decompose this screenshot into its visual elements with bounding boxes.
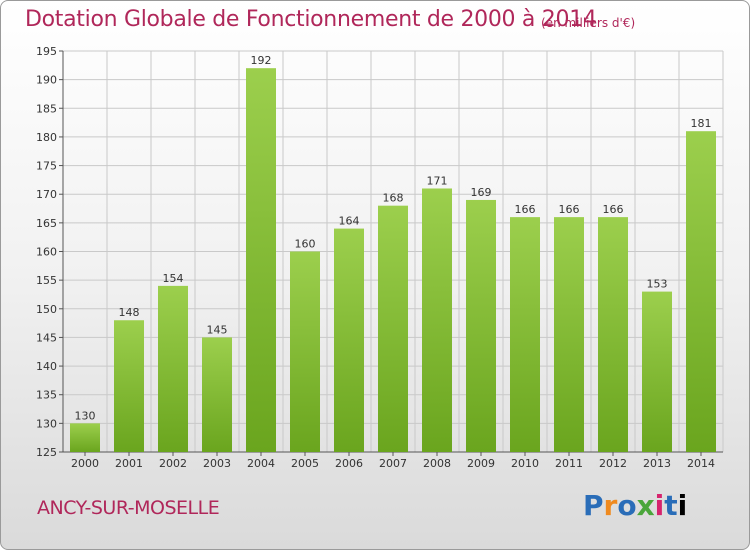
x-tick-label-2001: 2001: [115, 457, 143, 470]
y-tick-label: 185: [36, 102, 57, 115]
x-tick-label-2008: 2008: [423, 457, 451, 470]
value-label-2006: 164: [339, 215, 360, 228]
y-tick-label: 165: [36, 217, 57, 230]
y-tick-label: 195: [36, 45, 57, 58]
bar-2009: [466, 199, 496, 452]
y-tick-label: 160: [36, 246, 57, 259]
bar-2001: [114, 320, 144, 452]
y-tick-label: 170: [36, 188, 57, 201]
value-label-2000: 130: [75, 409, 96, 422]
proxiti-logo: Proxiti: [583, 489, 688, 522]
value-label-2012: 166: [603, 203, 624, 216]
y-tick-label: 155: [36, 274, 57, 287]
value-label-2007: 168: [383, 192, 404, 205]
x-tick-label-2012: 2012: [599, 457, 627, 470]
x-tick-label-2006: 2006: [335, 457, 363, 470]
y-tick-label: 180: [36, 131, 57, 144]
y-tick-label: 175: [36, 160, 57, 173]
x-tick-label-2009: 2009: [467, 457, 495, 470]
bar-2002: [158, 285, 188, 452]
x-tick-label-2003: 2003: [203, 457, 231, 470]
value-label-2010: 166: [515, 203, 536, 216]
value-label-2005: 160: [295, 238, 316, 251]
bar-2012: [598, 217, 628, 452]
x-tick-label-2002: 2002: [159, 457, 187, 470]
y-tick-label: 135: [36, 389, 57, 402]
value-label-2004: 192: [251, 54, 272, 67]
bar-2011: [554, 217, 584, 452]
value-label-2014: 181: [691, 117, 712, 130]
bar-2013: [642, 291, 672, 452]
bar-2014: [686, 131, 716, 452]
x-tick-label-2010: 2010: [511, 457, 539, 470]
bar-2005: [290, 251, 320, 452]
x-tick-label-2000: 2000: [71, 457, 99, 470]
bar-2000: [70, 423, 100, 452]
bar-2010: [510, 217, 540, 452]
x-tick-label-2013: 2013: [643, 457, 671, 470]
chart-subtitle: (en milliers d'€): [541, 16, 636, 30]
y-tick-label: 190: [36, 74, 57, 87]
bar-2003: [202, 337, 232, 452]
chart-title: Dotation Globale de Fonctionnement de 20…: [25, 7, 597, 32]
x-tick-label-2011: 2011: [555, 457, 583, 470]
value-label-2011: 166: [559, 203, 580, 216]
bar-2006: [334, 228, 364, 452]
y-tick-label: 150: [36, 303, 57, 316]
bar-2008: [422, 188, 452, 452]
commune-name: ANCY-SUR-MOSELLE: [37, 497, 220, 519]
x-tick-label-2004: 2004: [247, 457, 275, 470]
value-label-2002: 154: [163, 272, 184, 285]
x-tick-label-2005: 2005: [291, 457, 319, 470]
bar-2004: [246, 68, 276, 452]
value-label-2008: 171: [427, 174, 448, 187]
y-tick-label: 145: [36, 331, 57, 344]
y-tick-label: 140: [36, 360, 57, 373]
y-tick-label: 130: [36, 417, 57, 430]
value-label-2001: 148: [119, 306, 140, 319]
y-tick-label: 125: [36, 446, 57, 459]
x-tick-label-2007: 2007: [379, 457, 407, 470]
labels: 125 130 135 140 145 150 155 160 165 170 175 180 185 1…: [36, 45, 715, 470]
x-tick-label-2014: 2014: [687, 457, 715, 470]
value-label-2009: 169: [471, 186, 492, 199]
bars: [70, 68, 716, 452]
bar-2007: [378, 205, 408, 452]
value-label-2003: 145: [207, 323, 228, 336]
value-label-2013: 153: [647, 278, 668, 291]
